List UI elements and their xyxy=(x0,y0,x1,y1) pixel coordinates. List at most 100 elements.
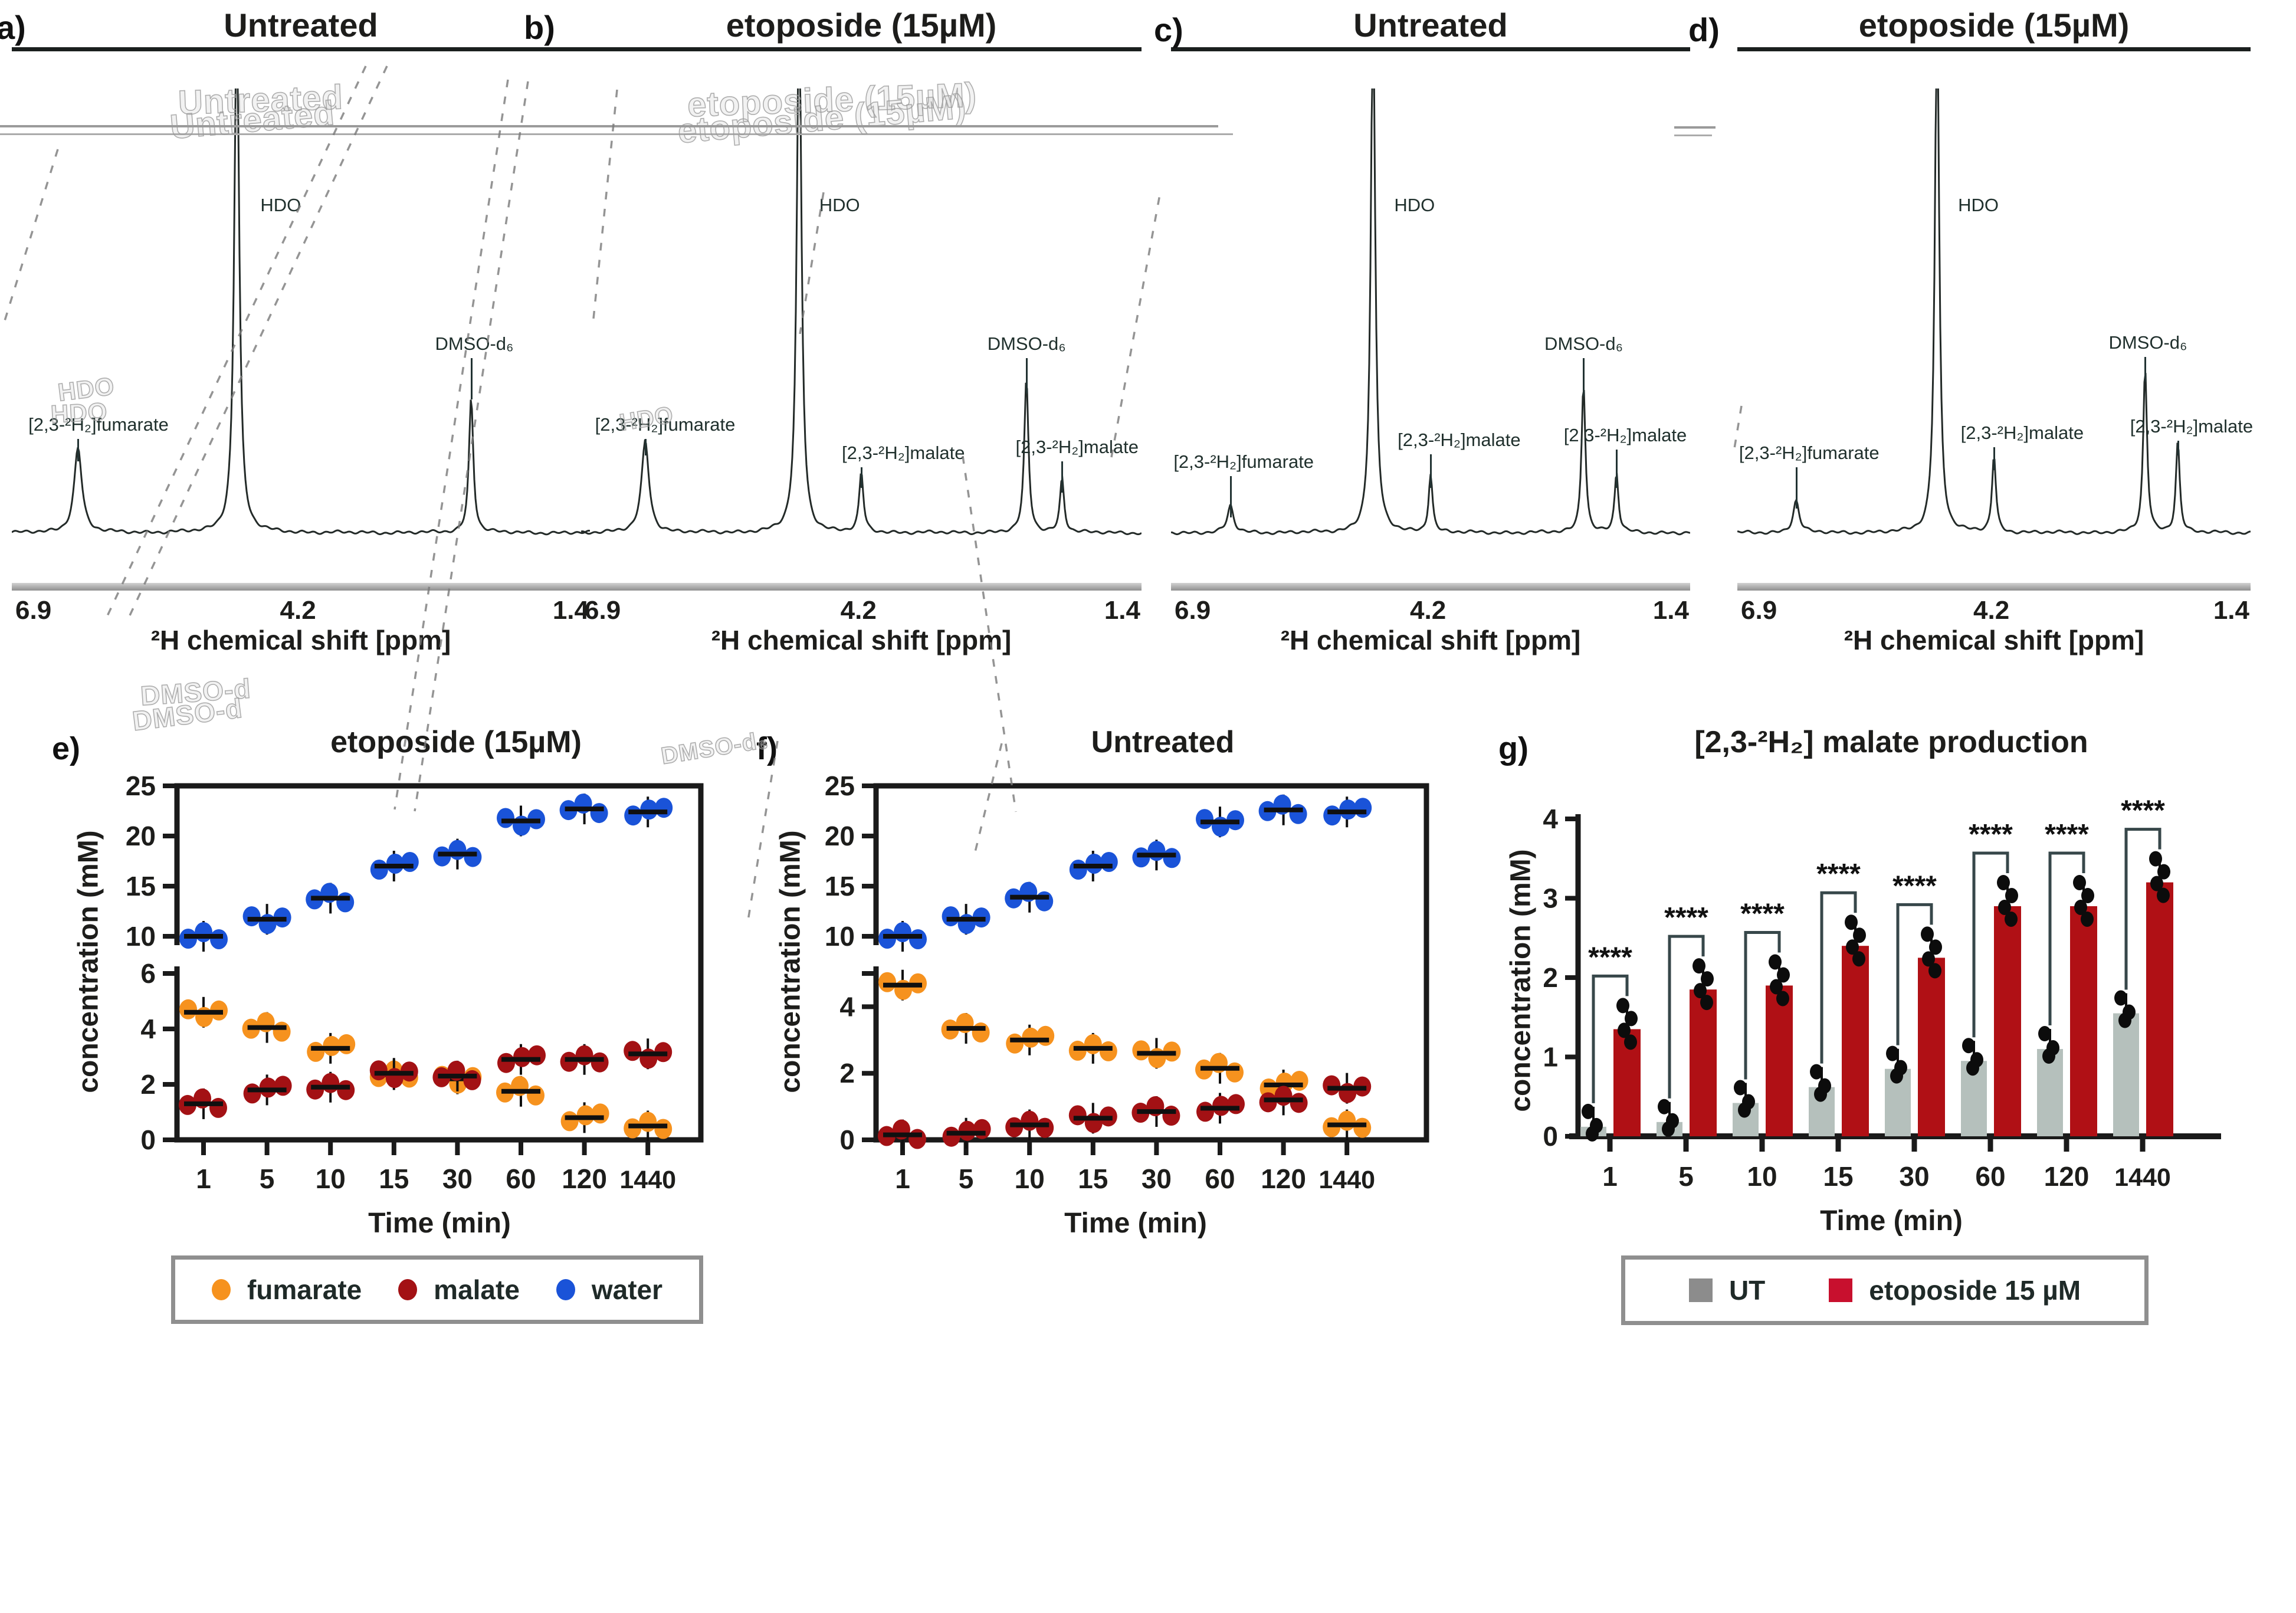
significance-bracket xyxy=(1896,903,1933,1045)
scan-line-artifact xyxy=(1674,126,1716,129)
dmso-peak-connector xyxy=(470,358,473,399)
ut-point xyxy=(1966,1060,1979,1076)
x-tick-label: 10 xyxy=(316,1163,346,1194)
etoposide-point xyxy=(1922,951,1935,967)
etoposide-bar xyxy=(2070,906,2097,1136)
malate-point xyxy=(591,1052,609,1073)
ut-point xyxy=(1662,1121,1675,1137)
water-point xyxy=(1196,809,1213,830)
etoposide-point xyxy=(1618,1022,1631,1038)
fumarate-point xyxy=(1338,1110,1356,1131)
nmr-spectrum-d xyxy=(1737,88,2251,535)
malate-peak-1-connector xyxy=(861,467,862,488)
hdo-peak-label: HDO xyxy=(1958,195,1999,215)
mean-bar xyxy=(247,917,287,922)
water-point xyxy=(1100,852,1118,872)
malate-point xyxy=(1323,1075,1341,1096)
water-point xyxy=(1289,804,1307,824)
nmr-axis-bar xyxy=(1171,583,1690,591)
fumarate-point xyxy=(1132,1040,1150,1061)
fumarate-peak-connector xyxy=(1229,476,1232,517)
fumarate-point xyxy=(972,1022,990,1043)
mean-bar xyxy=(1327,1086,1367,1091)
nmr-tick-right: 1.4 xyxy=(1652,596,1689,625)
ut-point xyxy=(1738,1102,1751,1118)
y-tick-label: 0 xyxy=(1543,1121,1558,1152)
panel-a-letter: a) xyxy=(0,9,26,46)
y-tick-label: 1 xyxy=(1543,1042,1558,1073)
nmr-panel-d: etoposide (15µM) [2,3-²H₂]fumarate HDO [2,3… xyxy=(1737,0,2253,661)
x-tick-label: 120 xyxy=(2044,1161,2090,1192)
legend-ef: fumarate malate water xyxy=(171,1255,703,1324)
mean-bar xyxy=(1264,1097,1303,1103)
mean-bar xyxy=(438,851,477,857)
etoposide-point xyxy=(1625,1011,1638,1027)
legend-label-malate: malate xyxy=(434,1274,520,1305)
mean-bar xyxy=(247,1087,287,1093)
x-tick-label: 30 xyxy=(1899,1161,1929,1192)
x-tick-label: 60 xyxy=(1975,1161,2005,1192)
mean-bar xyxy=(1137,853,1176,858)
panel-f-title: Untreated xyxy=(1091,725,1235,759)
etoposide-bar xyxy=(1918,958,1945,1136)
etoposide-point xyxy=(1928,963,1941,979)
plot-frame xyxy=(174,783,704,1143)
water-point xyxy=(1323,805,1341,826)
y-tick-label: 2 xyxy=(140,1069,156,1100)
fumarate-point xyxy=(273,1021,291,1042)
x-tick-label: 1440 xyxy=(619,1166,676,1194)
fumarate-point xyxy=(1353,1117,1372,1138)
mean-bar xyxy=(1201,819,1239,825)
ut-point xyxy=(1586,1126,1599,1142)
title-underline xyxy=(1737,47,2251,51)
fumarate-point xyxy=(1099,1041,1117,1061)
x-tick-label: 60 xyxy=(506,1163,536,1194)
x-tick-label: 120 xyxy=(1261,1163,1306,1194)
x-tick-label: 5 xyxy=(959,1163,974,1194)
etoposide-bar xyxy=(1842,946,1869,1136)
malate-dot-icon xyxy=(398,1279,418,1300)
malate-peak-2-label: [2,3-²H₂]malate xyxy=(1563,425,1687,445)
panel-g-letter: g) xyxy=(1498,731,1529,766)
mean-bar xyxy=(1073,864,1113,868)
mean-bar xyxy=(501,1057,540,1062)
y-tick-label: 25 xyxy=(126,771,156,801)
malate-peak-1-label: [2,3-²H₂]malate xyxy=(842,442,965,463)
y-tick-label: 3 xyxy=(1543,883,1558,914)
water-point xyxy=(1339,799,1357,820)
legend-label-etoposide: etoposide 15 µM xyxy=(1869,1275,2081,1306)
dmso-peak-connector xyxy=(2144,357,2147,382)
y-tick-label: 4 xyxy=(140,1014,156,1044)
legend-label-ut: UT xyxy=(1728,1275,1766,1306)
dmso-peak-label: DMSO-d₆ xyxy=(1544,333,1623,354)
legend-g: UT etoposide 15 µM xyxy=(1621,1255,2149,1325)
etoposide-point xyxy=(2073,874,2086,890)
water-point xyxy=(448,840,467,860)
etoposide-point xyxy=(1852,951,1865,967)
nmr-axis-label: ²H chemical shift [ppm] xyxy=(150,625,451,655)
nmr-panel-title: etoposide (15µM) xyxy=(726,6,997,44)
etoposide-point xyxy=(2149,851,2162,867)
etoposide-point xyxy=(1700,995,1713,1011)
mean-bar xyxy=(628,1123,668,1129)
legend-label-fumarate: fumarate xyxy=(247,1274,362,1305)
nmr-panel-title: Untreated xyxy=(224,6,378,44)
water-point xyxy=(894,922,911,942)
etoposide-bar xyxy=(1766,985,1793,1136)
malate-point xyxy=(243,1083,261,1104)
mean-bar xyxy=(946,1026,986,1031)
fumarate-point xyxy=(560,1111,579,1132)
water-point xyxy=(590,803,608,824)
title-underline xyxy=(1171,47,1690,51)
y-tick-label: 0 xyxy=(839,1124,855,1155)
y-tick-label: 25 xyxy=(825,771,855,801)
malate-point xyxy=(322,1073,340,1093)
ut-swatch-icon xyxy=(1688,1278,1713,1302)
y-tick-label: 10 xyxy=(126,921,156,952)
x-tick-label: 1440 xyxy=(1318,1166,1375,1194)
nmr-panel-b: etoposide (15µM) [2,3-²H₂]fumarate HDO [2,3… xyxy=(581,0,1142,661)
fumarate-point xyxy=(179,999,197,1019)
mean-bar xyxy=(1073,1045,1113,1051)
